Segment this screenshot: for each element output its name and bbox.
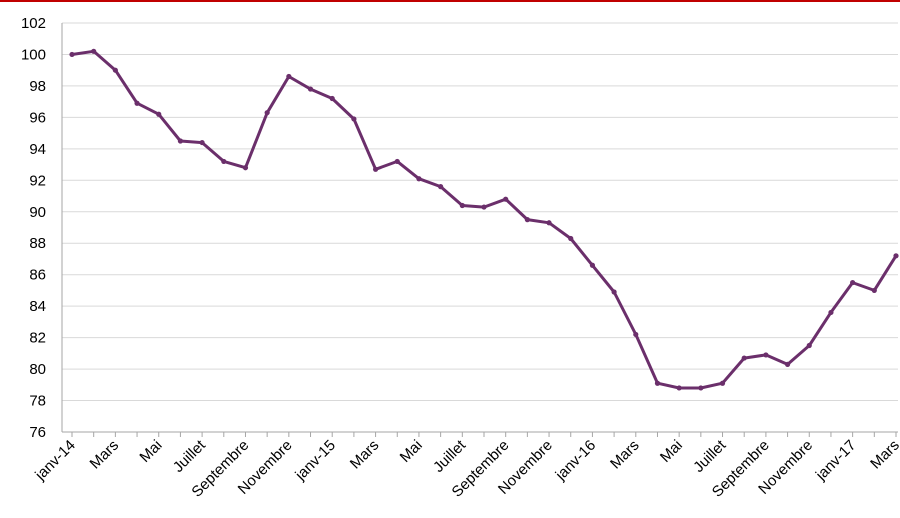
- data-point: [286, 73, 292, 80]
- gridlines: [62, 22, 898, 402]
- x-tick-label: Juillet: [690, 436, 730, 476]
- data-point: [177, 138, 184, 144]
- data-point: [806, 342, 812, 349]
- y-tick-label: 88: [29, 235, 46, 252]
- x-tick-label: Mars: [347, 437, 383, 473]
- y-tick-label: 102: [21, 15, 46, 32]
- y-tick-label: 78: [29, 393, 46, 410]
- data-point: [134, 100, 140, 106]
- y-tick-label: 86: [29, 267, 46, 284]
- x-tick-label: Juillet: [170, 436, 210, 476]
- data-point: [156, 111, 162, 117]
- data-point: [741, 355, 747, 361]
- data-point: [698, 385, 704, 391]
- top-accent-rule: [0, 0, 900, 2]
- plot-area: [69, 48, 899, 391]
- x-tick-label: Mars: [607, 437, 643, 473]
- data-point: [394, 158, 400, 165]
- data-point: [91, 48, 97, 54]
- x-tick-label: Mai: [657, 437, 686, 466]
- x-tick-label: Mars: [867, 437, 900, 473]
- x-tick-label: janv-16: [552, 437, 600, 485]
- y-tick-label: 100: [21, 46, 46, 63]
- data-point: [264, 110, 270, 116]
- data-point: [69, 51, 75, 58]
- data-point: [221, 158, 227, 165]
- data-point: [654, 380, 661, 386]
- data-point: [828, 309, 834, 316]
- data-point: [372, 166, 379, 172]
- x-tick-labels: janv-14 Mars Mai JuilletSeptembreNovembreja…: [31, 436, 900, 500]
- y-tick-label: 80: [29, 361, 46, 378]
- data-point: [850, 279, 856, 286]
- x-tick-label: Mars: [87, 437, 123, 473]
- x-tick-label: janv-17: [812, 437, 860, 485]
- data-point: [611, 289, 617, 295]
- y-tick-label: 96: [29, 109, 46, 126]
- axes: [61, 23, 898, 437]
- y-tick-label: 76: [29, 424, 46, 441]
- data-point: [763, 352, 769, 358]
- data-point: [719, 380, 726, 386]
- data-point: [416, 176, 422, 182]
- data-point: [546, 220, 552, 226]
- data-point: [438, 184, 444, 190]
- y-tick-label: 94: [29, 141, 46, 158]
- data-point: [307, 86, 314, 92]
- data-point: [589, 262, 596, 268]
- x-tick-label: janv-14: [31, 437, 79, 485]
- data-point: [351, 116, 357, 122]
- x-tick-label: Mai: [136, 437, 165, 466]
- data-point: [633, 331, 639, 338]
- x-tick-label: janv-15: [292, 437, 340, 485]
- data-point: [329, 95, 335, 102]
- y-tick-label: 84: [29, 298, 46, 315]
- data-point: [524, 217, 530, 223]
- data-point: [112, 67, 118, 73]
- data-point: [568, 235, 574, 242]
- y-tick-label: 98: [29, 78, 46, 95]
- y-tick-label: 92: [29, 172, 46, 189]
- y-tick-label: 90: [29, 204, 46, 221]
- y-tick-label: 82: [29, 330, 46, 347]
- y-tick-labels: 76 78 80 82 84 86 88 90 92 94 96 98 100 102: [21, 15, 46, 441]
- data-point: [199, 139, 205, 146]
- data-point: [242, 165, 249, 171]
- data-point: [676, 385, 682, 391]
- data-point: [893, 253, 899, 259]
- x-tick-label: Juillet: [430, 436, 470, 476]
- data-point: [871, 287, 877, 294]
- data-point: [459, 202, 465, 209]
- data-point: [784, 361, 791, 367]
- x-tick-label: Mai: [397, 437, 426, 466]
- data-point: [481, 204, 487, 210]
- data-point: [503, 196, 509, 202]
